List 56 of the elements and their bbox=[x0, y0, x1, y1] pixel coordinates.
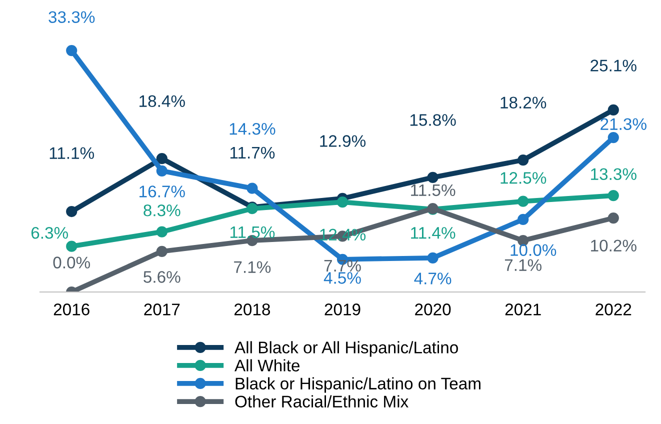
point bbox=[66, 44, 78, 56]
data-label: 8.3% bbox=[144, 204, 180, 216]
data-label: 10.0% bbox=[510, 244, 556, 256]
x-tick-label: 2022 bbox=[596, 304, 632, 316]
point bbox=[608, 132, 619, 144]
point bbox=[66, 240, 78, 252]
x-tick-label: 2021 bbox=[505, 304, 541, 316]
data-label: 18.4% bbox=[140, 95, 185, 108]
x-tick-label: 2016 bbox=[54, 304, 90, 316]
data-label: 18.2% bbox=[500, 96, 546, 108]
point bbox=[246, 182, 258, 194]
data-label: 12.5% bbox=[500, 172, 546, 184]
x-tick-label: 2020 bbox=[415, 304, 451, 316]
legend-label: Black or Hispanic/Latino on Team bbox=[236, 377, 480, 393]
data-label: 5.6% bbox=[144, 271, 180, 283]
data-label: 11.4% bbox=[411, 227, 456, 239]
data-label: 14.3% bbox=[230, 122, 276, 135]
point bbox=[518, 214, 529, 226]
x-tick-label: 2019 bbox=[324, 304, 360, 316]
point bbox=[66, 206, 78, 218]
point bbox=[608, 212, 619, 224]
point bbox=[608, 104, 619, 116]
point bbox=[608, 190, 619, 202]
point bbox=[427, 172, 438, 183]
data-label: 4.5% bbox=[324, 272, 361, 284]
point bbox=[518, 196, 529, 207]
data-label: 21.3% bbox=[600, 118, 646, 130]
point bbox=[156, 246, 168, 257]
data-label: 11.7% bbox=[230, 146, 275, 159]
data-label: 33.3% bbox=[48, 11, 95, 23]
data-label: 13.3% bbox=[591, 168, 636, 180]
data-label: 15.8% bbox=[410, 114, 456, 126]
data-label: 10.2% bbox=[591, 240, 636, 252]
data-label: 12.9% bbox=[320, 135, 366, 147]
data-label: 16.7% bbox=[140, 186, 185, 198]
data-label: 7.1% bbox=[504, 259, 542, 271]
legend-label: All White bbox=[234, 359, 300, 372]
point bbox=[156, 165, 168, 176]
data-label: 11.5% bbox=[411, 184, 456, 196]
point bbox=[336, 196, 348, 208]
point bbox=[427, 252, 438, 264]
data-label: 6.3% bbox=[31, 226, 68, 239]
data-label: 7.1% bbox=[234, 261, 271, 273]
x-tick-label: 2017 bbox=[144, 304, 180, 316]
legend-label: All Black or All Hispanic/Latino bbox=[234, 341, 458, 357]
data-label: 4.7% bbox=[414, 272, 452, 284]
x-tick-label: 2018 bbox=[234, 304, 270, 316]
data-label: 11.1% bbox=[50, 147, 94, 159]
data-label: 11.5% bbox=[230, 226, 275, 238]
data-label: 0.0% bbox=[53, 256, 90, 268]
legend-label: Other Racial/Ethnic Mix bbox=[235, 395, 408, 408]
point bbox=[156, 153, 168, 164]
data-label: 7.7% bbox=[324, 260, 361, 272]
point bbox=[518, 154, 529, 166]
point bbox=[156, 226, 168, 238]
data-label: 25.1% bbox=[590, 60, 636, 72]
